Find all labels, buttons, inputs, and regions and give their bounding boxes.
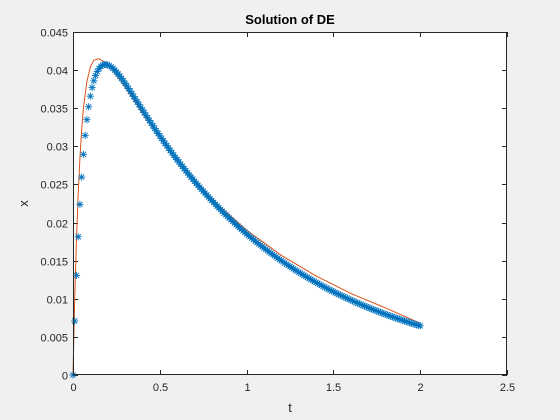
y-tick-label: 0 xyxy=(62,371,68,383)
y-tick-label: 0.03 xyxy=(47,142,68,154)
y-axis-label: x xyxy=(16,200,31,207)
data-point xyxy=(86,92,94,100)
data-point xyxy=(85,103,93,111)
y-tick-label: 0.01 xyxy=(47,295,68,307)
series-marker-layer xyxy=(69,60,424,379)
y-tick-label: 0.045 xyxy=(40,28,68,40)
y-tick-label: 0.025 xyxy=(40,180,68,192)
x-tick-label: 0.5 xyxy=(153,382,168,394)
y-tick-label: 0.02 xyxy=(47,219,68,231)
data-point xyxy=(72,271,81,279)
x-axis-label: t xyxy=(288,400,292,415)
data-point xyxy=(76,200,84,208)
x-tick-label: 0 xyxy=(70,382,76,394)
data-point xyxy=(74,233,82,241)
data-point xyxy=(140,108,148,117)
data-point xyxy=(81,131,89,139)
data-point xyxy=(83,116,91,124)
chart-title: Solution of DE xyxy=(245,12,335,27)
x-tick-label: 2 xyxy=(417,382,423,394)
data-point xyxy=(78,173,86,181)
y-tick-label: 0.005 xyxy=(40,333,68,345)
x-tick-label: 2.5 xyxy=(500,382,515,394)
y-tick-label: 0.015 xyxy=(40,257,68,269)
data-point xyxy=(416,322,424,330)
y-tick-label: 0.035 xyxy=(40,104,68,116)
data-point xyxy=(71,317,79,325)
data-point xyxy=(88,84,96,92)
y-axis-ticks: 0 0.005 0.01 0.015 0.02 0.025 0.03 0.035 0.04 0.0… xyxy=(40,28,507,383)
plot-frame xyxy=(73,32,507,375)
data-point xyxy=(147,119,155,127)
x-tick-label: 1.5 xyxy=(326,382,341,394)
y-tick-label: 0.04 xyxy=(47,66,68,78)
data-point xyxy=(90,77,98,85)
data-point xyxy=(79,150,88,158)
x-tick-label: 1 xyxy=(244,382,250,394)
plot-area xyxy=(73,32,507,375)
